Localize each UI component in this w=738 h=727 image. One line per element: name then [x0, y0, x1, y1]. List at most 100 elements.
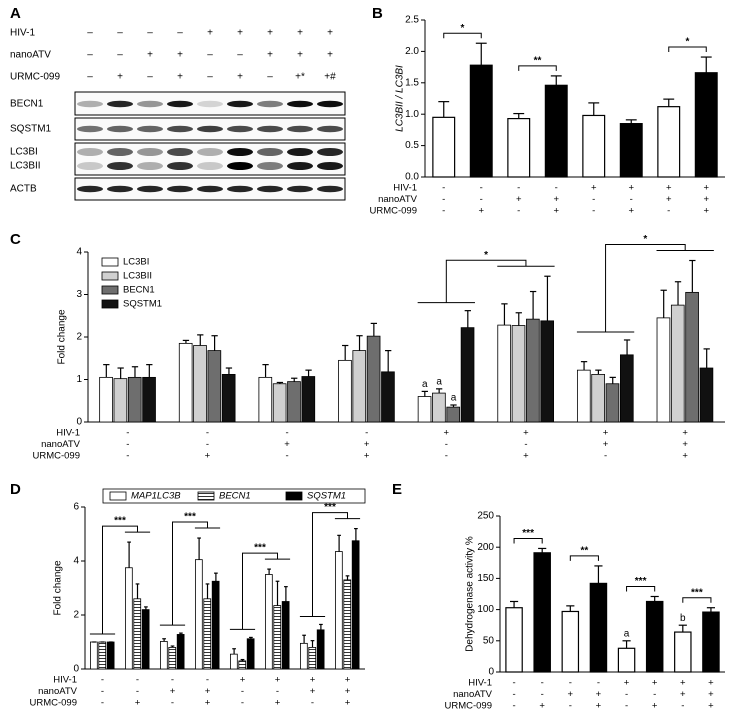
significance-label: * — [643, 234, 647, 245]
condition-sign: + — [652, 701, 658, 712]
bar — [287, 381, 301, 423]
y-tick-label: 3 — [76, 289, 82, 300]
condition-sign: - — [136, 686, 139, 697]
condition-sign: + — [177, 50, 183, 61]
condition-label: nanoATV — [41, 439, 81, 450]
condition-sign: - — [171, 675, 174, 686]
legend-swatch — [197, 491, 215, 501]
condition-sign: + — [170, 686, 176, 697]
y-tick-label: 50 — [483, 635, 495, 646]
condition-sign: - — [480, 194, 483, 205]
y-tick-label: 0.5 — [405, 140, 419, 151]
blot-band — [287, 100, 313, 108]
y-tick-label: 4 — [76, 247, 82, 258]
blot-band — [197, 125, 223, 133]
y-tick-label: 0 — [76, 417, 82, 428]
band-label: LC3BII — [10, 161, 41, 172]
condition-sign: + — [237, 28, 243, 39]
blot-band — [257, 148, 283, 156]
y-tick-label: 2 — [76, 332, 82, 343]
bar — [299, 642, 308, 670]
blot-band — [317, 162, 343, 170]
bar — [670, 304, 685, 423]
condition-sign: - — [604, 451, 607, 462]
condition-sign: - — [311, 698, 314, 709]
condition-sign: + — [117, 72, 123, 83]
legend-swatch — [109, 491, 127, 501]
condition-sign: + — [240, 675, 246, 686]
condition-sign: + — [275, 698, 281, 709]
bar — [645, 600, 664, 673]
condition-sign: + — [345, 698, 351, 709]
bar — [511, 325, 526, 423]
condition-sign: + — [267, 28, 273, 39]
condition-sign: – — [267, 72, 273, 83]
letter-mark: a — [422, 379, 428, 390]
significance-bracket — [159, 521, 221, 626]
bar — [168, 647, 177, 670]
y-tick-label: 2 — [73, 610, 79, 621]
significance-bracket — [668, 46, 707, 53]
condition-label: URMC-099 — [10, 72, 60, 83]
condition-sign: + — [205, 698, 211, 709]
condition-sign: + — [703, 183, 709, 194]
bar — [127, 376, 142, 423]
blot-band — [317, 125, 343, 133]
y-tick-label: 0.0 — [405, 172, 419, 183]
y-axis-label: Fold change — [57, 309, 68, 364]
legend-swatch — [101, 299, 119, 309]
bar — [343, 579, 352, 670]
bar — [203, 598, 212, 670]
condition-sign: + — [135, 698, 141, 709]
condition-sign: - — [206, 439, 209, 450]
condition-sign: – — [87, 72, 93, 83]
bar — [106, 641, 115, 670]
condition-sign: + — [345, 675, 351, 686]
condition-sign: - — [667, 206, 670, 217]
condition-sign: - — [126, 439, 129, 450]
blot-band — [287, 185, 313, 193]
blot-band — [77, 162, 103, 170]
bar — [685, 291, 699, 423]
condition-sign: + — [603, 439, 609, 450]
y-tick-label: 100 — [477, 604, 494, 615]
condition-sign: - — [569, 678, 572, 689]
condition-sign: – — [117, 28, 123, 39]
condition-sign: – — [237, 50, 243, 61]
condition-sign: + — [310, 675, 316, 686]
condition-sign: - — [445, 439, 448, 450]
bar — [505, 607, 523, 673]
condition-sign: – — [87, 50, 93, 61]
blot-band — [137, 148, 163, 156]
significance-label: * — [484, 250, 488, 261]
bar — [656, 317, 671, 423]
bar — [460, 327, 475, 423]
bar — [125, 567, 133, 670]
condition-sign: + — [652, 678, 658, 689]
condition-sign: – — [147, 72, 153, 83]
blot-band — [137, 100, 163, 108]
panel-label: A — [10, 5, 21, 22]
legend-label: MAP1LC3B — [131, 491, 181, 502]
condition-sign: + — [207, 28, 213, 39]
bar — [605, 383, 620, 423]
bar — [589, 582, 608, 673]
blot-band — [107, 125, 133, 133]
condition-sign: + — [628, 206, 634, 217]
significance-bracket — [513, 537, 543, 544]
panel-label: B — [372, 5, 383, 22]
condition-sign: - — [171, 698, 174, 709]
y-axis-label: LC3BII / LC3BI — [395, 65, 406, 132]
bar — [159, 641, 168, 670]
blot-band — [107, 162, 133, 170]
legend-label: LC3BII — [123, 271, 152, 282]
blot-band — [317, 100, 343, 108]
condition-sign: - — [524, 439, 527, 450]
condition-sign: + — [297, 28, 303, 39]
condition-sign: - — [285, 428, 288, 439]
bar — [417, 396, 432, 423]
bar — [334, 551, 343, 670]
condition-label: URMC-099 — [444, 701, 492, 712]
condition-sign: + — [364, 451, 370, 462]
condition-label: HIV-1 — [393, 183, 417, 194]
